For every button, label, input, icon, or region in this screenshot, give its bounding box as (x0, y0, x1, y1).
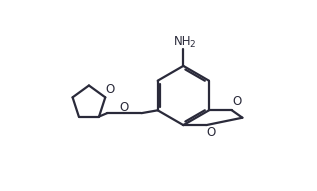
Text: O: O (207, 126, 216, 139)
Text: O: O (120, 101, 129, 114)
Text: O: O (232, 95, 242, 108)
Text: O: O (106, 83, 115, 96)
Text: 2: 2 (190, 40, 195, 49)
Text: NH: NH (174, 35, 191, 48)
